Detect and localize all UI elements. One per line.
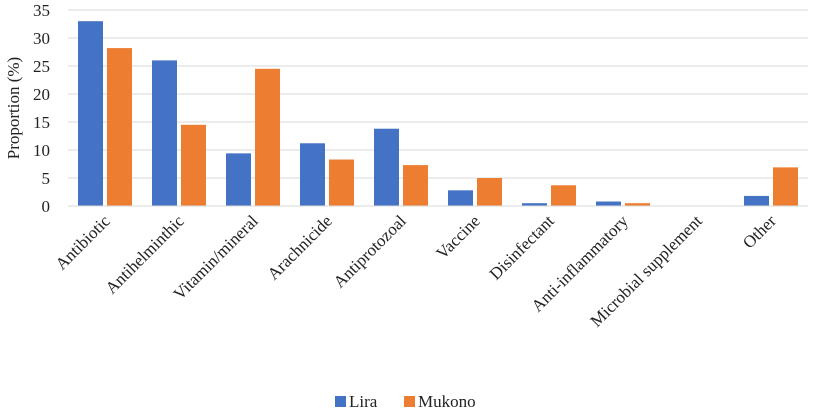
y-axis-title: Proportion (%) — [4, 57, 23, 159]
y-tick-label: 10 — [33, 141, 50, 160]
legend-label-mukono: Mukono — [418, 392, 476, 411]
bar-mukono-antibiotic — [107, 48, 132, 206]
y-tick-label: 35 — [33, 1, 50, 20]
legend-swatch-lira — [335, 396, 346, 407]
x-tick-label: Other — [739, 211, 780, 252]
bar-mukono-anti-inflammatory — [625, 203, 650, 206]
bar-lira-antihelminthic — [152, 60, 177, 207]
legend-swatch-mukono — [404, 396, 415, 407]
bar-mukono-arachnicide — [329, 159, 354, 206]
bar-lira-vitamin-mineral — [226, 153, 251, 206]
bar-lira-anti-inflammatory — [596, 201, 621, 206]
bar-mukono-other — [773, 167, 798, 206]
legend: Lira Mukono — [335, 392, 476, 411]
y-tick-label: 0 — [42, 197, 51, 216]
y-axis-ticks: 0 5 10 15 20 25 30 35 — [33, 1, 50, 216]
bar-lira-disinfectant — [522, 203, 547, 206]
bar-mukono-antihelminthic — [181, 124, 206, 206]
bar-lira-other — [744, 195, 769, 206]
x-tick-label: Antiprotozoal — [330, 211, 410, 291]
y-tick-label: 25 — [33, 57, 50, 76]
x-tick-label: Vaccine — [432, 211, 483, 262]
bar-mukono-disinfectant — [551, 185, 576, 206]
bar-mukono-vitamin-mineral — [255, 68, 280, 206]
y-tick-label: 5 — [42, 169, 51, 188]
x-tick-label: Antibiotic — [52, 211, 115, 274]
gridlines — [68, 9, 808, 179]
bar-mukono-vaccine — [477, 178, 502, 206]
y-tick-label: 30 — [33, 29, 50, 48]
bar-lira-antibiotic — [78, 21, 103, 207]
x-tick-label: Arachnicide — [264, 211, 336, 283]
bar-lira-arachnicide — [300, 143, 325, 206]
y-tick-label: 15 — [33, 113, 50, 132]
y-tick-label: 20 — [33, 85, 50, 104]
bar-lira-antiprotozoal — [374, 128, 399, 206]
bar-lira-vaccine — [448, 190, 473, 206]
legend-label-lira: Lira — [349, 392, 378, 411]
bars — [78, 21, 798, 207]
x-tick-label: Disinfectant — [486, 211, 558, 283]
bar-mukono-antiprotozoal — [403, 165, 428, 206]
